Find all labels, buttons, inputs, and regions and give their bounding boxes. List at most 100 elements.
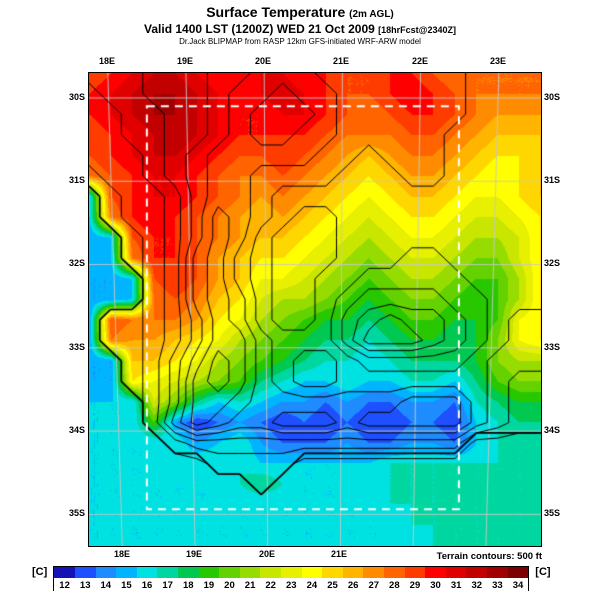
- colorbar-cell: 24: [301, 567, 323, 591]
- colorbar-tick-label: 25: [327, 580, 338, 591]
- lat-label-right: 31S: [544, 175, 561, 185]
- colorbar-swatch: [487, 567, 508, 578]
- colorbar-tick-label: 21: [244, 580, 256, 591]
- lat-label-left: 30S: [68, 92, 85, 102]
- colorbar-tick-label: 28: [389, 580, 400, 591]
- lon-label-top: 20E: [254, 56, 272, 66]
- colorbar-swatch: [363, 567, 385, 578]
- model-attribution: Dr.Jack BLIPMAP from RASP 12km GFS-initi…: [179, 37, 421, 46]
- colorbar-tick-label: 30: [430, 580, 441, 591]
- valid-time-text: Valid 1400 LST (1200Z) WED 21 Oct 2009: [144, 22, 375, 36]
- lon-label-top: 22E: [411, 56, 429, 66]
- colorbar-swatch: [54, 567, 75, 578]
- colorbar-cell: 21: [239, 567, 261, 591]
- colorbar-tick-label: 12: [59, 580, 70, 591]
- colorbar-swatch: [95, 567, 117, 578]
- colorbar-cell: 31: [445, 567, 467, 591]
- forecast-note: [18hrFcst@2340Z]: [378, 25, 456, 35]
- lon-label-bottom: 19E: [185, 549, 203, 559]
- lat-label-right: 33S: [544, 342, 561, 352]
- colorbar-cell: 18: [177, 567, 199, 591]
- colorbar-cell: 23: [280, 567, 302, 591]
- colorbar-tick-label: 15: [121, 580, 132, 591]
- colorbar-cells: 12 13 14 15 16 17 18 19 20 21 22 23 24 25 26 27 28 29 30 31…: [53, 566, 530, 591]
- lat-label-left: 33S: [68, 342, 85, 352]
- colorbar-swatch: [219, 567, 240, 578]
- colorbar-swatch: [445, 567, 467, 578]
- colorbar-swatch: [136, 567, 158, 578]
- colorbar-tick-label: 20: [224, 580, 235, 591]
- page-title: Surface Temperature (2m AGL): [0, 4, 600, 20]
- colorbar-cell: 28: [384, 567, 405, 591]
- lat-label-right: 32S: [544, 258, 561, 268]
- colorbar-cell: 32: [466, 567, 488, 591]
- colorbar-tick-label: 24: [306, 580, 318, 591]
- colorbar-cell: 12: [54, 567, 75, 591]
- colorbar-tick-label: 13: [79, 580, 91, 591]
- colorbar-tick-label: 33: [492, 580, 503, 591]
- colorbar-cell: 14: [95, 567, 117, 591]
- colorbar-swatch: [198, 567, 220, 578]
- colorbar-unit-right: [C]: [535, 566, 551, 578]
- colorbar-cell: 22: [260, 567, 281, 591]
- colorbar-swatch: [239, 567, 261, 578]
- colorbar-tick-label: 29: [409, 580, 421, 591]
- lat-label-left: 34S: [68, 425, 85, 435]
- lat-label-right: 35S: [544, 508, 561, 518]
- colorbar-tick-label: 19: [203, 580, 215, 591]
- colorbar-swatch: [177, 567, 199, 578]
- colorbar-swatch: [404, 567, 426, 578]
- lon-label-top: 23E: [489, 56, 507, 66]
- lon-label-top: 21E: [332, 56, 350, 66]
- colorbar-swatch: [116, 567, 137, 578]
- colorbar-tick-label: 31: [450, 580, 462, 591]
- valid-time-line: Valid 1400 LST (1200Z) WED 21 Oct 2009 […: [0, 22, 600, 36]
- colorbar-cell: 26: [342, 567, 364, 591]
- lat-label-right: 30S: [544, 92, 561, 102]
- colorbar-cell: 19: [198, 567, 220, 591]
- colorbar-tick-label: 23: [286, 580, 297, 591]
- colorbar-tick-label: 26: [347, 580, 359, 591]
- colorbar-cell: 33: [487, 567, 508, 591]
- lat-label-left: 35S: [68, 508, 85, 518]
- colorbar-tick-label: 27: [368, 580, 380, 591]
- colorbar-tick-label: 18: [182, 580, 194, 591]
- colorbar-cell: 17: [157, 567, 178, 591]
- colorbar-swatch: [322, 567, 343, 578]
- colorbar-cell: 30: [425, 567, 446, 591]
- colorbar-swatch: [280, 567, 302, 578]
- colorbar-swatch: [260, 567, 281, 578]
- colorbar-cell: 29: [404, 567, 426, 591]
- temperature-map-canvas: [88, 72, 542, 547]
- colorbar-swatch: [157, 567, 178, 578]
- colorbar-cell: 34: [507, 567, 529, 591]
- colorbar-cell: 13: [74, 567, 96, 591]
- colorbar-cell: 20: [219, 567, 240, 591]
- title-suffix: (2m AGL): [349, 9, 394, 20]
- colorbar-cell: 16: [136, 567, 158, 591]
- colorbar-swatch: [507, 567, 529, 578]
- colorbar-tick-label: 22: [265, 580, 276, 591]
- lat-label-left: 31S: [68, 175, 85, 185]
- lon-label-top: 18E: [98, 56, 116, 66]
- colorbar-swatch: [384, 567, 405, 578]
- lat-label-right: 34S: [544, 425, 561, 435]
- colorbar-cell: 15: [116, 567, 137, 591]
- colorbar-swatch: [301, 567, 323, 578]
- colorbar-cell: 25: [322, 567, 343, 591]
- lon-label-bottom: 18E: [113, 549, 131, 559]
- colorbar-unit-left: [C]: [32, 566, 48, 578]
- lon-label-top: 19E: [176, 56, 194, 66]
- colorbar-tick-label: 14: [100, 580, 112, 591]
- title-text: Surface Temperature: [206, 4, 346, 20]
- colorbar-tick-label: 17: [162, 580, 173, 591]
- colorbar-swatch: [466, 567, 488, 578]
- colorbar-tick-label: 32: [471, 580, 483, 591]
- header: Surface Temperature (2m AGL) Valid 1400 …: [0, 4, 600, 46]
- colorbar: [C] 12 13 14 15 16 17 18 19 20 21 22 23 24 25 26 27 28 29…: [26, 566, 557, 591]
- colorbar-tick-label: 34: [512, 580, 524, 591]
- colorbar-swatch: [74, 567, 96, 578]
- lat-label-left: 32S: [68, 258, 85, 268]
- lon-label-bottom: 21E: [330, 549, 348, 559]
